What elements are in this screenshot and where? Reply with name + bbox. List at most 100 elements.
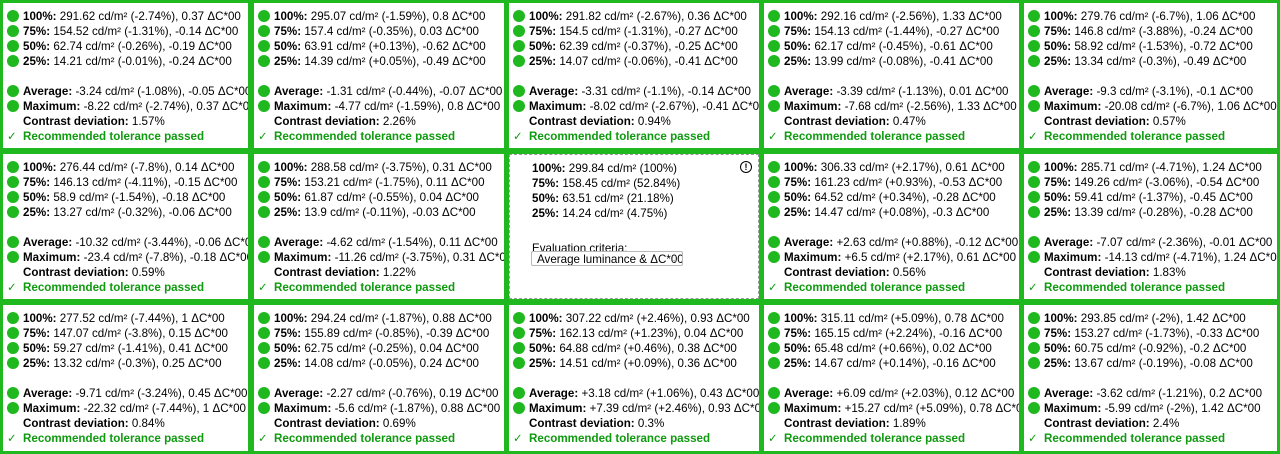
level-label: 25%: — [274, 357, 302, 370]
maximum-line: Maximum: -8.22 cd/m² (-2.74%), 0.37 ΔC*0… — [7, 100, 248, 114]
measurement-cell: 100%: 279.76 cd/m² (-6.7%), 1.06 ΔC*00 75… — [1024, 3, 1277, 148]
level-value: 147.07 cd/m² (-3.8%), 0.15 ΔC*00 — [53, 327, 228, 340]
level-value: 58.92 cd/m² (-1.53%), -0.72 ΔC*00 — [1074, 40, 1253, 53]
contrast-value: 1.22% — [382, 266, 416, 279]
luminance-25-line: 25%: 14.08 cd/m² (-0.05%), 0.24 ΔC*00 — [258, 357, 479, 371]
tolerance-status: ✓ Recommended tolerance passed — [768, 432, 965, 446]
status-dot-icon — [768, 342, 780, 354]
contrast-value: 1.83% — [1152, 266, 1186, 279]
level-label: 50%: — [1044, 191, 1072, 204]
level-value: 153.21 cd/m² (-1.75%), 0.11 ΔC*00 — [304, 176, 485, 189]
maximum-value: -11.26 cd/m² (-3.75%), 0.31 ΔC*00 — [334, 251, 504, 264]
status-dot-icon — [768, 100, 780, 112]
luminance-50-line: 50%: 59.27 cd/m² (-1.41%), 0.41 ΔC*00 — [7, 342, 228, 356]
average-line: Average: -3.31 cd/m² (-1.1%), -0.14 ΔC*0… — [513, 85, 751, 99]
info-icon[interactable]: ! — [740, 161, 752, 173]
level-label: 25%: — [1044, 55, 1072, 68]
average-line: Average: -3.62 cd/m² (-1.21%), 0.2 ΔC*00 — [1028, 387, 1262, 401]
contrast-line: Contrast deviation: 2.4% — [1028, 417, 1179, 431]
contrast-label: Contrast deviation: — [23, 417, 129, 430]
status-dot-icon — [513, 402, 525, 414]
level-value: 64.88 cd/m² (+0.46%), 0.38 ΔC*00 — [559, 342, 737, 355]
tolerance-passed-text: Recommended tolerance passed — [784, 432, 966, 445]
contrast-line: Contrast deviation: 0.56% — [768, 266, 926, 280]
status-dot-icon — [1028, 191, 1040, 203]
average-label: Average: — [274, 85, 324, 98]
luminance-100-line: 100%: 276.44 cd/m² (-7.8%), 0.14 ΔC*00 — [7, 161, 234, 175]
level-value: 292.16 cd/m² (-2.56%), 1.33 ΔC*00 — [820, 10, 1002, 23]
luminance-100-line: 100%: 291.62 cd/m² (-2.74%), 0.37 ΔC*00 — [7, 10, 241, 24]
average-label: Average: — [274, 387, 324, 400]
status-dot-icon — [258, 191, 270, 203]
tolerance-passed-text: Recommended tolerance passed — [274, 281, 456, 294]
level-label: 75%: — [23, 327, 51, 340]
level-value: 146.13 cd/m² (-4.11%), -0.15 ΔC*00 — [53, 176, 238, 189]
level-label: 75%: — [23, 25, 51, 38]
level-label: 50%: — [274, 40, 302, 53]
level-label: 25%: — [1044, 206, 1072, 219]
luminance-100-line: 100%: 294.24 cd/m² (-1.87%), 0.88 ΔC*00 — [258, 312, 492, 326]
maximum-value: -23.4 cd/m² (-7.8%), -0.18 ΔC*00 — [83, 251, 248, 264]
level-label: 100%: — [784, 10, 818, 23]
status-dot-icon — [768, 25, 780, 37]
average-line: Average: -3.39 cd/m² (-1.13%), 0.01 ΔC*0… — [768, 85, 1009, 99]
luminance-100-line: 100%: 285.71 cd/m² (-4.71%), 1.24 ΔC*00 — [1028, 161, 1262, 175]
contrast-label: Contrast deviation: — [274, 417, 380, 430]
contrast-line: Contrast deviation: 0.47% — [768, 115, 926, 129]
luminance-100-line: 100%: 277.52 cd/m² (-7.44%), 1 ΔC*00 — [7, 312, 225, 326]
level-value: 13.27 cd/m² (-0.32%), -0.06 ΔC*00 — [53, 206, 232, 219]
contrast-value: 1.89% — [892, 417, 926, 430]
luminance-50-line: 50%: 62.74 cd/m² (-0.26%), -0.19 ΔC*00 — [7, 40, 232, 54]
level-label: 100%: — [23, 312, 57, 325]
level-value: 291.82 cd/m² (-2.67%), 0.36 ΔC*00 — [565, 10, 747, 23]
check-icon: ✓ — [768, 432, 778, 445]
tolerance-passed-text: Recommended tolerance passed — [1044, 432, 1226, 445]
average-value: -9.3 cd/m² (-3.1%), -0.1 ΔC*00 — [1096, 85, 1254, 98]
contrast-value: 0.69% — [382, 417, 416, 430]
average-line: Average: -9.3 cd/m² (-3.1%), -0.1 ΔC*00 — [1028, 85, 1253, 99]
luminance-75-line: 75%: 155.89 cd/m² (-0.85%), -0.39 ΔC*00 — [258, 327, 489, 341]
level-value: 14.08 cd/m² (-0.05%), 0.24 ΔC*00 — [304, 357, 479, 370]
level-label: 100%: — [23, 10, 57, 23]
level-value: 162.13 cd/m² (+1.23%), 0.04 ΔC*00 — [559, 327, 744, 340]
maximum-label: Maximum: — [1044, 251, 1102, 264]
status-dot-icon — [258, 402, 270, 414]
evaluation-criteria-select[interactable]: Average luminance & ΔC*00 ⌄ — [531, 251, 683, 266]
status-dot-icon — [768, 236, 780, 248]
average-line: Average: +2.63 cd/m² (+0.88%), -0.12 ΔC*… — [768, 236, 1018, 250]
contrast-line: Contrast deviation: 0.69% — [258, 417, 416, 431]
status-dot-icon — [258, 387, 270, 399]
maximum-line: Maximum: -8.02 cd/m² (-2.67%), -0.41 ΔC*… — [513, 100, 759, 114]
average-value: -1.31 cd/m² (-0.44%), -0.07 ΔC*00 — [326, 85, 503, 98]
maximum-label: Maximum: — [274, 402, 332, 415]
check-icon: ✓ — [1028, 130, 1038, 143]
status-dot-icon — [258, 85, 270, 97]
level-value: 307.22 cd/m² (+2.46%), 0.93 ΔC*00 — [565, 312, 750, 325]
average-label: Average: — [529, 387, 579, 400]
luminance-75-line: 75%: 149.26 cd/m² (-3.06%), -0.54 ΔC*00 — [1028, 176, 1259, 190]
level-label: 100%: — [1044, 10, 1078, 23]
average-value: -9.71 cd/m² (-3.24%), 0.45 ΔC*00 — [75, 387, 248, 400]
contrast-line: Contrast deviation: 1.89% — [768, 417, 926, 431]
status-dot-icon — [1028, 55, 1040, 67]
level-label: 25%: — [784, 357, 812, 370]
luminance-75-line: 75%: 153.21 cd/m² (-1.75%), 0.11 ΔC*00 — [258, 176, 485, 190]
luminance-100-line: 100%: 293.85 cd/m² (-2%), 1.42 ΔC*00 — [1028, 312, 1246, 326]
maximum-line: Maximum: -22.32 cd/m² (-7.44%), 1 ΔC*00 — [7, 402, 246, 416]
maximum-label: Maximum: — [529, 402, 587, 415]
contrast-line: Contrast deviation: 2.26% — [258, 115, 416, 129]
status-dot-icon — [768, 55, 780, 67]
contrast-line: Contrast deviation: 1.57% — [7, 115, 165, 129]
luminance-75-line: 75%: 157.4 cd/m² (-0.35%), 0.03 ΔC*00 — [258, 25, 479, 39]
level-value: 13.32 cd/m² (-0.3%), 0.25 ΔC*00 — [53, 357, 222, 370]
status-dot-icon — [7, 236, 19, 248]
contrast-line: Contrast deviation: 0.59% — [7, 266, 165, 280]
tolerance-status: ✓ Recommended tolerance passed — [7, 432, 204, 446]
tolerance-passed-text: Recommended tolerance passed — [1044, 130, 1226, 143]
level-value: 62.17 cd/m² (-0.45%), -0.61 ΔC*00 — [814, 40, 993, 53]
contrast-value: 0.59% — [131, 266, 165, 279]
level-label: 50%: — [784, 40, 812, 53]
status-dot-icon — [768, 327, 780, 339]
maximum-line: Maximum: -5.99 cd/m² (-2%), 1.42 ΔC*00 — [1028, 402, 1261, 416]
